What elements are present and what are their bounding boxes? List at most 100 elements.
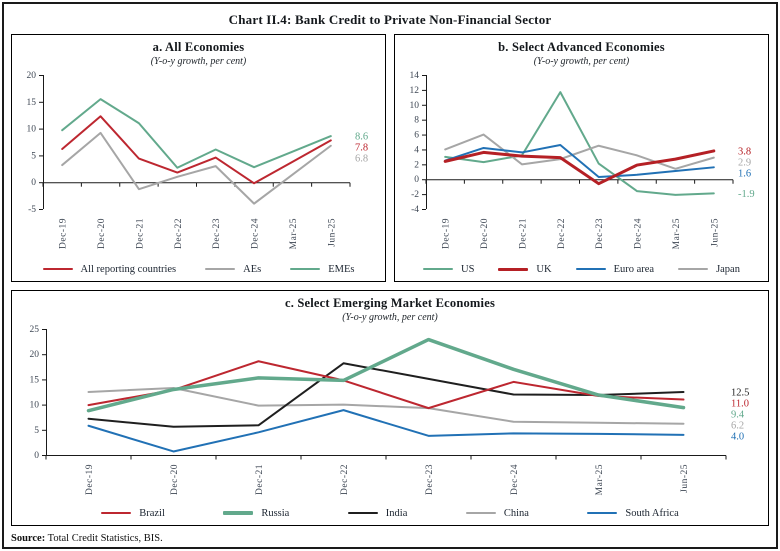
legend-swatch — [205, 267, 236, 271]
y-tick-label: 15 — [30, 375, 40, 385]
panel-all-economies: a. All Economies (Y-o-y growth, per cent… — [11, 34, 386, 282]
y-tick-label: 0 — [34, 451, 39, 461]
x-tick-label: Mar-25 — [595, 464, 605, 495]
legend-swatch — [290, 267, 321, 271]
legend-item-brazil: Brazil — [101, 508, 165, 519]
y-tick-label: 12 — [409, 86, 419, 96]
panel-advanced-economies: b. Select Advanced Economies (Y-o-y grow… — [394, 34, 769, 282]
x-tick-label: Dec-23 — [425, 464, 435, 495]
x-tick-label: Dec-23 — [212, 218, 222, 249]
legend-item-all-reporting-countries: All reporting countries — [42, 264, 176, 275]
series-end-label: 2.9 — [738, 157, 751, 168]
y-tick-label: -5 — [28, 205, 36, 215]
series-end-label: 3.8 — [738, 146, 751, 157]
legend-label: Russia — [261, 507, 290, 519]
panel-emerging-markets: c. Select Emerging Market Economies (Y-o… — [11, 290, 769, 526]
panel-c-legend: Brazil Russia India China South Africa — [12, 501, 768, 525]
legend-swatch — [42, 267, 73, 271]
x-tick-label: Dec-20 — [170, 464, 180, 495]
y-tick-label: 4 — [414, 145, 419, 155]
legend-swatch — [465, 511, 496, 515]
series-end-label: 6.2 — [731, 421, 744, 432]
series-india — [87, 362, 685, 428]
series-euro-area — [443, 143, 715, 178]
x-tick-label: Dec-21 — [135, 218, 145, 249]
x-tick-label: Dec-23 — [595, 218, 605, 249]
legend-swatch — [223, 511, 254, 515]
legend-swatch — [575, 267, 606, 271]
axes — [38, 75, 350, 210]
x-tick-label: Dec-19 — [58, 218, 68, 249]
source-label: Source: — [11, 533, 46, 544]
series-brazil — [87, 360, 685, 410]
x-tick-label: Dec-24 — [510, 464, 520, 495]
legend-item-china: China — [465, 507, 529, 519]
series-aes — [60, 131, 332, 205]
legend-item-south-africa: South Africa — [587, 507, 679, 519]
x-tick-label: Mar-25 — [671, 218, 681, 249]
x-tick-label: Dec-20 — [480, 218, 490, 249]
series-japan — [443, 133, 715, 170]
legend-item-aes: AEs — [205, 264, 261, 275]
top-panel-row: a. All Economies (Y-o-y growth, per cent… — [11, 34, 769, 282]
series-uk — [443, 149, 715, 186]
chart-c-canvas: 25 20 15 10 5 0 Dec-19 Dec-20 Dec-21 Dec-22 Dec-23… — [30, 325, 750, 495]
legend-swatch — [498, 267, 529, 271]
y-tick-label: 2 — [414, 160, 419, 170]
y-tick-label: 25 — [30, 325, 40, 335]
legend-label: Euro area — [613, 263, 655, 275]
legend-item-russia: Russia — [223, 508, 289, 519]
legend-swatch — [347, 511, 378, 515]
y-tick-label: 15 — [26, 98, 36, 108]
y-tick-label: 10 — [26, 125, 36, 135]
x-tick-label: Dec-24 — [250, 218, 260, 249]
series-end-label: 7.8 — [355, 143, 368, 154]
x-tick-label: Dec-21 — [255, 464, 265, 495]
legend-label: China — [503, 507, 529, 519]
series-end-label: 1.6 — [738, 168, 751, 179]
x-tick-label: Dec-19 — [441, 218, 451, 249]
legend-swatch — [422, 267, 453, 271]
axes — [42, 329, 727, 460]
legend-swatch — [101, 511, 132, 515]
panel-a-title: a. All Economies — [152, 40, 245, 54]
series-south-africa — [87, 409, 685, 453]
series-all-reporting-countries — [60, 115, 332, 185]
chart-a-canvas: 20 15 10 5 0 -5 Dec-19 Dec-20 Dec-21 Dec-22 Dec-23… — [26, 71, 368, 249]
series-end-label: 6.8 — [355, 154, 368, 165]
x-tick-label: Dec-24 — [633, 218, 643, 249]
y-tick-label: 10 — [409, 101, 419, 111]
x-tick-label: Dec-20 — [97, 218, 107, 249]
panel-a-legend: All reporting countries AEs EMEs — [12, 257, 385, 281]
legend-item-emes: EMEs — [290, 264, 355, 275]
x-tick-label: Jun-25 — [680, 464, 690, 493]
legend-swatch — [678, 267, 709, 271]
legend-label: Japan — [716, 263, 740, 275]
series-china — [87, 386, 685, 425]
y-tick-label: 14 — [409, 71, 419, 81]
x-tick-label: Jun-25 — [710, 218, 720, 247]
x-tick-label: Dec-21 — [518, 218, 528, 249]
panel-c-subtitle: (Y-o-y growth, per cent) — [342, 312, 438, 323]
y-tick-label: 6 — [414, 131, 419, 141]
series-end-label: 8.6 — [355, 132, 368, 143]
series-emes — [60, 98, 332, 169]
legend-item-euro-area: Euro area — [575, 263, 655, 275]
legend-label: South Africa — [625, 507, 679, 519]
y-tick-label: 20 — [30, 350, 40, 360]
axes — [421, 75, 733, 210]
panel-a-subtitle: (Y-o-y growth, per cent) — [150, 56, 247, 67]
series-us — [443, 91, 715, 196]
legend-item-uk: UK — [498, 264, 552, 275]
y-tick-label: 5 — [34, 426, 39, 436]
legend-item-japan: Japan — [678, 264, 740, 275]
y-tick-label: 0 — [31, 178, 36, 188]
legend-item-us: US — [422, 264, 474, 275]
legend-swatch — [587, 511, 618, 515]
figure-title: Chart II.4: Bank Credit to Private Non-F… — [228, 12, 552, 27]
x-tick-label: Mar-25 — [288, 218, 298, 249]
y-tick-label: 5 — [31, 151, 36, 161]
panel-b-legend: US UK Euro area Japan — [395, 257, 768, 281]
x-tick-label: Dec-22 — [340, 464, 350, 495]
y-tick-label: 8 — [414, 116, 419, 126]
